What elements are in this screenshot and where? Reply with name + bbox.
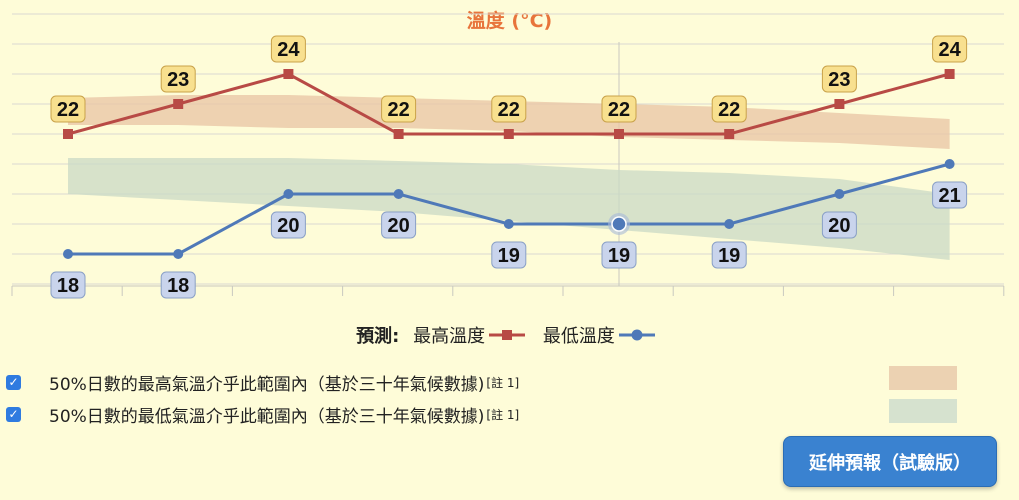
- data-label: 22: [608, 99, 630, 121]
- data-label-box: [821, 65, 857, 93]
- min-range-row: ✓ 50%日數的最低氣溫介乎此範圍內（基於三十年氣候數據) [註 1]: [6, 402, 519, 427]
- min-point: [63, 249, 73, 259]
- max-point: [614, 129, 624, 139]
- data-label: 21: [938, 185, 960, 207]
- data-label: 20: [387, 215, 409, 237]
- data-label-box: [821, 211, 857, 239]
- data-label: 18: [57, 275, 79, 297]
- data-label-box: [50, 95, 86, 123]
- chart-title: 溫度 (°C): [466, 10, 553, 32]
- min-point: [611, 216, 627, 232]
- data-label-box: [932, 35, 968, 63]
- legend: 預測: 最高溫度 最低溫度: [0, 322, 1019, 348]
- legend-max-marker-icon: [489, 330, 526, 340]
- min-range-checkbox[interactable]: ✓: [6, 407, 21, 422]
- min-point: [503, 219, 514, 229]
- min-range-note-link[interactable]: [註 1]: [486, 408, 520, 422]
- max-range-text: 50%日數的最高氣溫介乎此範圍內（基於三十年氣候數據): [49, 375, 485, 395]
- legend-item-max[interactable]: 最高溫度: [413, 322, 529, 348]
- data-label: 19: [608, 245, 630, 267]
- legend-item-min[interactable]: 最低溫度: [543, 322, 659, 348]
- data-label-box: [932, 181, 968, 209]
- extended-forecast-button[interactable]: 延伸預報（試驗版）: [783, 436, 997, 487]
- data-label-box: [711, 95, 747, 123]
- data-label: 22: [498, 99, 520, 121]
- data-label: 22: [57, 99, 79, 121]
- min-point: [724, 219, 735, 229]
- data-label: 23: [828, 69, 850, 91]
- max-point: [834, 99, 845, 109]
- legend-max-label: 最高溫度: [413, 326, 486, 347]
- data-label-box: [160, 271, 196, 299]
- min-point: [944, 159, 955, 169]
- data-label-box: [381, 95, 417, 123]
- data-label-box: [601, 241, 637, 269]
- max-point: [724, 129, 735, 139]
- data-label-box: [160, 65, 196, 93]
- data-label-box: [601, 95, 637, 123]
- legend-prefix: 預測:: [356, 326, 400, 347]
- data-label-box: [270, 211, 306, 239]
- data-label: 19: [718, 245, 740, 267]
- min-point: [393, 189, 404, 199]
- data-label-box: [270, 35, 306, 63]
- max-point: [173, 99, 184, 109]
- data-label: 20: [828, 215, 850, 237]
- min-range-text: 50%日數的最低氣溫介乎此範圍內（基於三十年氣候數據): [49, 407, 485, 427]
- min-point: [283, 189, 294, 199]
- min_range-band: [68, 158, 950, 260]
- data-label: 22: [718, 99, 740, 121]
- max-range-row: ✓ 50%日數的最高氣溫介乎此範圍內（基於三十年氣候數據) [註 1]: [6, 370, 519, 395]
- legend-min-label: 最低溫度: [542, 326, 615, 347]
- data-label: 23: [167, 69, 189, 91]
- max-point: [283, 69, 294, 79]
- temperature-chart: 22 23 24 22 22 22 22 23 24 18 18 20 20 19 19 19 20 21: [11, 13, 1005, 299]
- data-label-box: [491, 95, 527, 123]
- min-point: [173, 249, 184, 259]
- data-label: 19: [498, 245, 520, 267]
- min-range-swatch: [889, 399, 957, 423]
- max-point: [944, 69, 955, 79]
- data-label: 20: [277, 215, 299, 237]
- data-label: 24: [277, 39, 300, 61]
- max-range-checkbox[interactable]: ✓: [6, 375, 21, 390]
- data-label-box: [711, 241, 747, 269]
- max-range-note-link[interactable]: [註 1]: [486, 376, 520, 390]
- data-label: 24: [938, 39, 961, 61]
- max-point: [63, 129, 73, 139]
- data-label-box: [491, 241, 527, 269]
- legend-min-marker-icon: [618, 329, 655, 341]
- data-label-box: [50, 271, 86, 299]
- data-label: 18: [167, 275, 189, 297]
- max-point: [393, 129, 404, 139]
- max-point: [503, 129, 514, 139]
- min-point: [834, 189, 845, 199]
- max-range-swatch: [889, 366, 957, 390]
- data-label-box: [381, 211, 417, 239]
- data-label: 22: [387, 99, 409, 121]
